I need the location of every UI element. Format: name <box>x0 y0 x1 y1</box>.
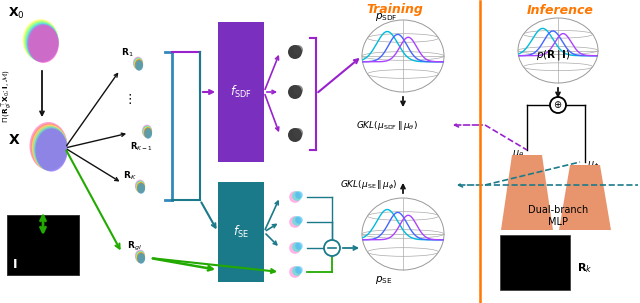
Bar <box>7 215 79 275</box>
Text: $\mu_\theta$: $\mu_\theta$ <box>512 148 524 160</box>
Ellipse shape <box>135 60 143 71</box>
Ellipse shape <box>32 125 68 171</box>
Text: $\mathbf{R}_K$: $\mathbf{R}_K$ <box>123 170 136 182</box>
Ellipse shape <box>289 216 301 228</box>
Circle shape <box>324 240 340 256</box>
Ellipse shape <box>293 85 303 95</box>
Text: $\mathbf{R}_{K-1}$: $\mathbf{R}_{K-1}$ <box>130 141 153 153</box>
Ellipse shape <box>26 23 59 62</box>
Text: $p_{\rm SDF}$: $p_{\rm SDF}$ <box>375 11 397 23</box>
Ellipse shape <box>25 22 59 62</box>
Ellipse shape <box>35 128 68 171</box>
Ellipse shape <box>145 128 152 139</box>
Ellipse shape <box>134 59 143 70</box>
Ellipse shape <box>362 20 444 92</box>
Polygon shape <box>559 165 611 230</box>
Text: $\mathbf{R}_1$: $\mathbf{R}_1$ <box>121 47 134 59</box>
Ellipse shape <box>293 128 303 138</box>
Text: $\mathbf{X}_0$: $\mathbf{X}_0$ <box>8 5 25 21</box>
Ellipse shape <box>24 20 59 62</box>
Ellipse shape <box>138 183 145 194</box>
Text: $\vdots$: $\vdots$ <box>122 92 131 106</box>
Text: $f_{\rm SDF}$: $f_{\rm SDF}$ <box>230 84 252 100</box>
Ellipse shape <box>27 24 59 62</box>
Ellipse shape <box>292 266 302 276</box>
Text: $\mathbf{X}$: $\mathbf{X}$ <box>8 133 20 147</box>
Ellipse shape <box>31 123 68 170</box>
Ellipse shape <box>137 252 145 263</box>
Ellipse shape <box>288 85 302 99</box>
Text: $p(\mathbf{R}\,|\,\mathbf{I})$: $p(\mathbf{R}\,|\,\mathbf{I})$ <box>536 48 570 62</box>
Ellipse shape <box>28 25 59 63</box>
Text: $GKL(\mu_{\rm SE}\,\|\,\mu_\phi)$: $GKL(\mu_{\rm SE}\,\|\,\mu_\phi)$ <box>340 178 397 191</box>
Text: Inference: Inference <box>527 4 593 16</box>
Ellipse shape <box>295 191 303 199</box>
Ellipse shape <box>295 266 303 274</box>
Ellipse shape <box>137 182 145 193</box>
Text: Dual-branch: Dual-branch <box>528 205 588 215</box>
Text: $f_{\rm SE}$: $f_{\rm SE}$ <box>233 224 249 240</box>
Ellipse shape <box>362 198 444 270</box>
Ellipse shape <box>144 127 152 138</box>
Ellipse shape <box>138 253 145 264</box>
Ellipse shape <box>288 128 302 142</box>
Bar <box>218 182 264 282</box>
Bar <box>218 22 264 162</box>
Ellipse shape <box>292 216 302 226</box>
Polygon shape <box>501 155 553 230</box>
Ellipse shape <box>292 191 302 201</box>
Text: $\mathbf{R}_{gl}$: $\mathbf{R}_{gl}$ <box>127 239 141 252</box>
Ellipse shape <box>289 266 301 278</box>
Ellipse shape <box>136 181 145 193</box>
Ellipse shape <box>29 122 67 170</box>
Text: $GKL(\mu_{\rm SDF}\,\|\,\mu_\theta)$: $GKL(\mu_{\rm SDF}\,\|\,\mu_\theta)$ <box>356 118 418 132</box>
Text: $\mu_\phi$: $\mu_\phi$ <box>587 160 599 172</box>
Ellipse shape <box>293 45 303 55</box>
Ellipse shape <box>135 250 145 262</box>
Text: Training: Training <box>367 4 424 16</box>
Ellipse shape <box>135 180 145 192</box>
Text: $p_{\rm SE}$: $p_{\rm SE}$ <box>375 274 392 286</box>
Text: $\Pi\,(\mathbf{R}_{gl}^\top\mathbf{X}_0;\mathbf{I},\mathcal{M})$: $\Pi\,(\mathbf{R}_{gl}^\top\mathbf{X}_0;… <box>1 69 15 123</box>
Bar <box>500 235 570 290</box>
Ellipse shape <box>142 125 152 137</box>
Ellipse shape <box>143 126 152 138</box>
Text: MLP: MLP <box>548 217 568 227</box>
Ellipse shape <box>136 181 145 193</box>
Ellipse shape <box>292 242 302 252</box>
Ellipse shape <box>143 125 152 138</box>
Ellipse shape <box>518 18 598 83</box>
Ellipse shape <box>33 126 68 171</box>
Ellipse shape <box>288 45 302 59</box>
Ellipse shape <box>134 58 143 70</box>
Text: $\mathbf{R}_k$: $\mathbf{R}_k$ <box>577 261 593 275</box>
Ellipse shape <box>133 57 143 69</box>
Circle shape <box>550 97 566 113</box>
Ellipse shape <box>295 216 303 224</box>
Ellipse shape <box>289 242 301 254</box>
Text: $\mathbf{I}$: $\mathbf{I}$ <box>12 258 17 271</box>
Ellipse shape <box>289 191 301 203</box>
Ellipse shape <box>134 58 143 70</box>
Ellipse shape <box>295 242 303 250</box>
Ellipse shape <box>34 127 68 171</box>
Ellipse shape <box>136 251 145 263</box>
Text: $\oplus$: $\oplus$ <box>554 99 563 111</box>
Ellipse shape <box>22 19 58 61</box>
Ellipse shape <box>136 251 145 263</box>
